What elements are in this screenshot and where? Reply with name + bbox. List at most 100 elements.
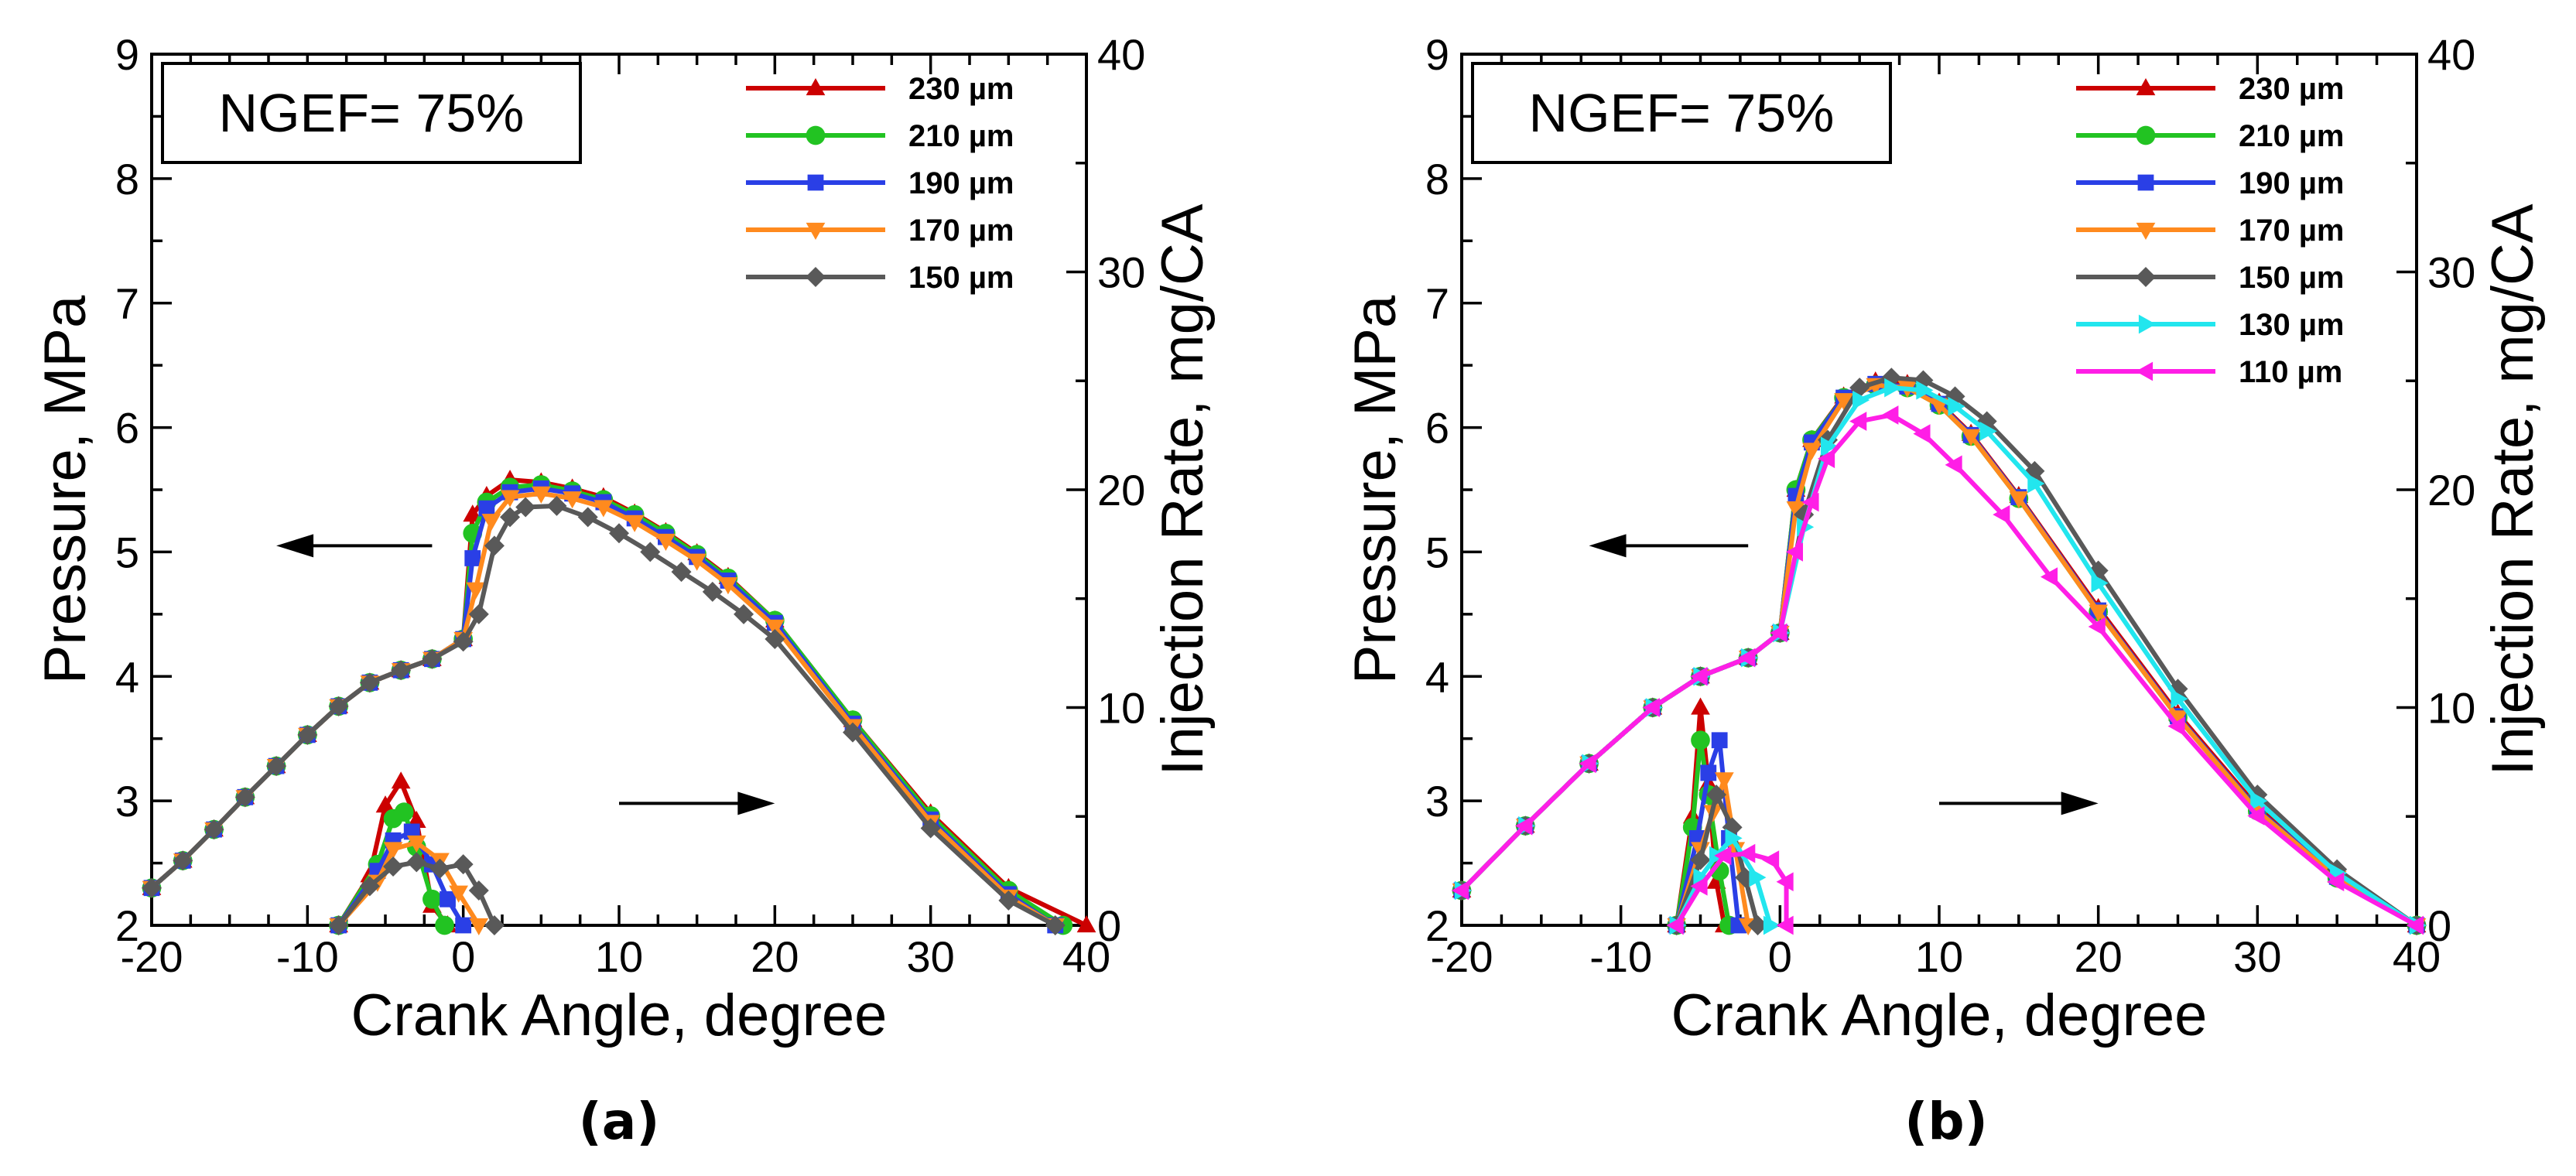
- legend-label: 230 µm: [2239, 72, 2344, 106]
- legend-label: 170 µm: [908, 214, 1014, 248]
- data-point: [455, 917, 472, 934]
- series-150m-left: [142, 495, 1066, 935]
- data-point: [422, 648, 443, 669]
- arrow-left: [276, 534, 433, 558]
- data-point: [1852, 390, 1870, 410]
- data-point: [734, 603, 754, 624]
- legend: 230 µm 210 µm 190 µm 170 µm 150 µm 130 µm 110 …: [2076, 72, 2344, 389]
- data-point: [1961, 429, 1981, 446]
- data-point: [2009, 491, 2029, 509]
- data-point: [594, 500, 614, 518]
- data-point: [466, 582, 486, 600]
- legend-swatch-marker: [2136, 222, 2156, 240]
- data-point: [1690, 850, 1711, 870]
- legend-swatch-marker: [2136, 361, 2154, 381]
- legend-label: 110 µm: [2239, 355, 2342, 389]
- y-tick-label: 7: [1425, 279, 1449, 328]
- y2-tick-label: 20: [2427, 466, 2475, 514]
- legend-entry: 150 µm: [746, 261, 1014, 295]
- y-tick-label: 7: [115, 279, 139, 328]
- data-point: [464, 550, 481, 566]
- x-tick-label: 0: [1768, 932, 1792, 981]
- arrow-right: [619, 791, 775, 815]
- series-170m-left: [142, 486, 1066, 935]
- series-130m-left: [1454, 378, 2427, 935]
- x-tick-label: -10: [276, 932, 339, 981]
- data-point: [453, 854, 474, 875]
- data-point: [546, 495, 567, 516]
- data-point: [1715, 772, 1734, 790]
- data-point: [577, 507, 598, 528]
- data-point: [1948, 396, 1965, 416]
- data-point: [234, 787, 255, 808]
- legend-label: 210 µm: [908, 119, 1014, 153]
- x-axis-title: Crank Angle, degree: [351, 983, 888, 1048]
- chart-panel-a: -20 -10 0 10 20 30 40 2 3 4 5 6 7 8 9 0 10 20 30 40 Crank An…: [32, 30, 1216, 1151]
- data-point: [2247, 806, 2265, 826]
- data-point: [394, 802, 414, 822]
- legend-entry: 170 µm: [2076, 214, 2344, 248]
- data-point: [453, 631, 474, 652]
- data-point: [481, 514, 501, 532]
- data-point: [1691, 697, 1710, 715]
- y2-axis-title: Injection Rate, mg/CA: [2480, 203, 2546, 776]
- series-line: [1459, 382, 2418, 928]
- data-point: [469, 918, 489, 935]
- legend-entry: 210 µm: [746, 119, 1014, 153]
- data-point: [515, 497, 536, 518]
- data-point: [1945, 455, 1962, 475]
- data-point: [1045, 915, 1066, 935]
- legend-label: 190 µm: [908, 166, 1014, 200]
- data-point: [383, 842, 403, 860]
- annotation-box: [1471, 62, 1892, 164]
- series-line: [1459, 382, 2418, 928]
- legend-label: 130 µm: [2239, 308, 2344, 342]
- data-point: [2168, 710, 2188, 728]
- y2-tick-label: 30: [1097, 248, 1145, 297]
- x-tick-label: 10: [1915, 932, 1963, 981]
- series-110m-right: [1666, 843, 1794, 935]
- data-point: [383, 856, 404, 877]
- annotation-text: NGEF= 75%: [1529, 83, 1835, 143]
- data-point: [1993, 504, 2010, 525]
- y2-tick-label: 10: [2427, 684, 2475, 733]
- data-point: [1762, 850, 1780, 870]
- data-point: [1076, 915, 1096, 933]
- y2-tick-label: 20: [1097, 466, 1145, 514]
- data-point: [266, 756, 287, 777]
- y2-tick-label: 0: [1097, 901, 1121, 950]
- y-tick-label: 4: [1425, 652, 1449, 701]
- data-point: [359, 672, 380, 693]
- legend-entry: 110 µm: [2076, 355, 2342, 389]
- data-point: [142, 877, 162, 898]
- data-point: [2089, 604, 2109, 622]
- x-tick-label: 20: [2075, 932, 2123, 981]
- data-point: [368, 874, 388, 892]
- data-point: [375, 795, 395, 813]
- data-point: [1642, 698, 1660, 717]
- data-point: [328, 915, 349, 935]
- y-tick-label: 3: [115, 777, 139, 826]
- x-tick-label: -10: [1589, 932, 1652, 981]
- series-190m-left: [1453, 375, 2425, 934]
- x-tick-label: 20: [751, 932, 799, 981]
- data-point: [1749, 867, 1767, 887]
- series-line: [150, 482, 1065, 928]
- legend-swatch-marker: [2138, 314, 2156, 334]
- arrow-head: [2061, 791, 2099, 815]
- series-line: [1459, 379, 2418, 928]
- data-point: [1738, 843, 1756, 863]
- series-line: [150, 486, 1057, 928]
- data-point: [1452, 880, 1469, 901]
- data-point: [406, 810, 426, 828]
- series-110m-left: [1452, 405, 2424, 935]
- legend-swatch-marker: [2137, 174, 2154, 191]
- legend-label: 210 µm: [2239, 119, 2344, 153]
- panel-label: (a): [579, 1092, 660, 1151]
- legend-entry: 230 µm: [2076, 72, 2344, 106]
- data-point: [1801, 492, 1819, 512]
- data-point: [920, 818, 941, 839]
- data-point: [1690, 876, 1708, 896]
- legend: 230 µm 210 µm 190 µm 170 µm 150 µm: [746, 72, 1014, 295]
- series-230m-left: [1452, 371, 2427, 933]
